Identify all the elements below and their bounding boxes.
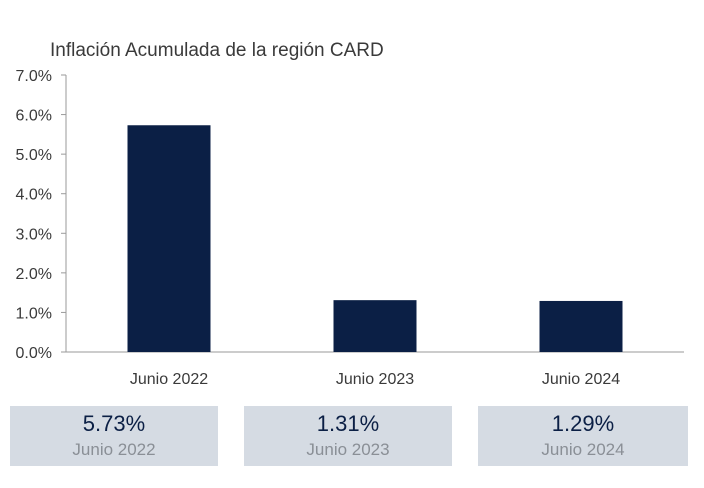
x-tick-label: Junio 2023: [336, 371, 414, 388]
summary-value-2024: 1.29%: [551, 411, 615, 436]
summary-card-2023: 1.31% Junio 2023: [244, 406, 452, 466]
summary-label-2023: Junio 2023: [306, 440, 390, 459]
summary-card-2022: 5.73% Junio 2022: [10, 406, 218, 466]
y-tick-label: 6.0%: [16, 108, 52, 125]
bar: [127, 125, 211, 353]
bar: [333, 300, 417, 352]
summary-card-2024: 1.29% Junio 2024: [478, 406, 688, 466]
y-tick-label: 5.0%: [16, 147, 52, 164]
y-tick-label: 2.0%: [16, 266, 52, 283]
chart-svg: Inflación Acumulada de la región CARD 0.0…: [16, 40, 684, 388]
summary-label-2022: Junio 2022: [72, 440, 156, 459]
y-tick-label: 7.0%: [16, 68, 52, 85]
inflation-chart: Inflación Acumulada de la región CARD 0.0…: [16, 40, 684, 388]
x-tick-label: Junio 2024: [542, 371, 620, 388]
chart-title: Inflación Acumulada de la región CARD: [50, 40, 384, 61]
y-tick-label: 1.0%: [16, 305, 52, 322]
summary-cards: 5.73% Junio 2022 1.31% Junio 2023 1.29% …: [10, 406, 690, 466]
y-tick-label: 0.0%: [16, 345, 52, 362]
summary-value-2022: 5.73%: [82, 411, 146, 436]
x-tick-label: Junio 2022: [130, 371, 208, 388]
y-tick-label: 3.0%: [16, 226, 52, 243]
bar: [539, 300, 623, 352]
summary-label-2024: Junio 2024: [541, 440, 625, 459]
summary-value-2023: 1.31%: [316, 411, 380, 436]
y-tick-label: 4.0%: [16, 187, 52, 204]
